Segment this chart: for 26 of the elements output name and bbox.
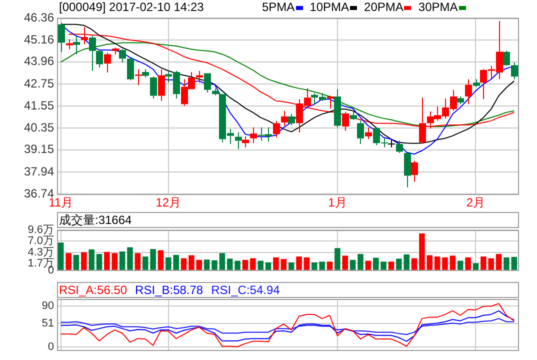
- y-tick-label: 7.0万: [28, 234, 54, 247]
- x-tick-label: 12月: [156, 196, 182, 210]
- y-tick-label: 9.6万: [28, 224, 54, 236]
- y-tick-label: 42.75: [24, 76, 54, 90]
- y-tick-label: 0: [48, 340, 54, 353]
- y-tick-label: 40.35: [24, 120, 54, 134]
- y-tick-label: 51: [42, 318, 54, 330]
- y-tick-label: 90: [42, 300, 54, 312]
- text: RSI_A:56.50: [59, 283, 128, 297]
- text: RSI_C:54.94: [211, 283, 280, 297]
- y-tick-label: 39.15: [24, 142, 54, 156]
- x-tick-label: 1月: [328, 196, 347, 210]
- y-tick-label: 4.3万: [28, 246, 54, 258]
- y-tick-label: 43.96: [24, 54, 54, 68]
- legend-label: 30PMA: [418, 0, 458, 14]
- y-tick-label: 45.16: [24, 32, 54, 46]
- y-tick-label: 41.55: [24, 98, 54, 112]
- legend-label: 20PMA: [364, 0, 404, 14]
- text: RSI_B:58.78: [135, 283, 204, 297]
- x-tick-label: 2月: [466, 196, 486, 210]
- legend-label: 10PMA: [310, 0, 350, 14]
- y-tick-label: 46.36: [24, 10, 54, 24]
- chart-title: 成交量:31664: [59, 213, 132, 227]
- chart-title: [000049] 2017-02-10 14:23: [59, 0, 204, 14]
- legend-label: 5PMA: [262, 0, 295, 14]
- y-tick-label: 37.94: [24, 164, 54, 178]
